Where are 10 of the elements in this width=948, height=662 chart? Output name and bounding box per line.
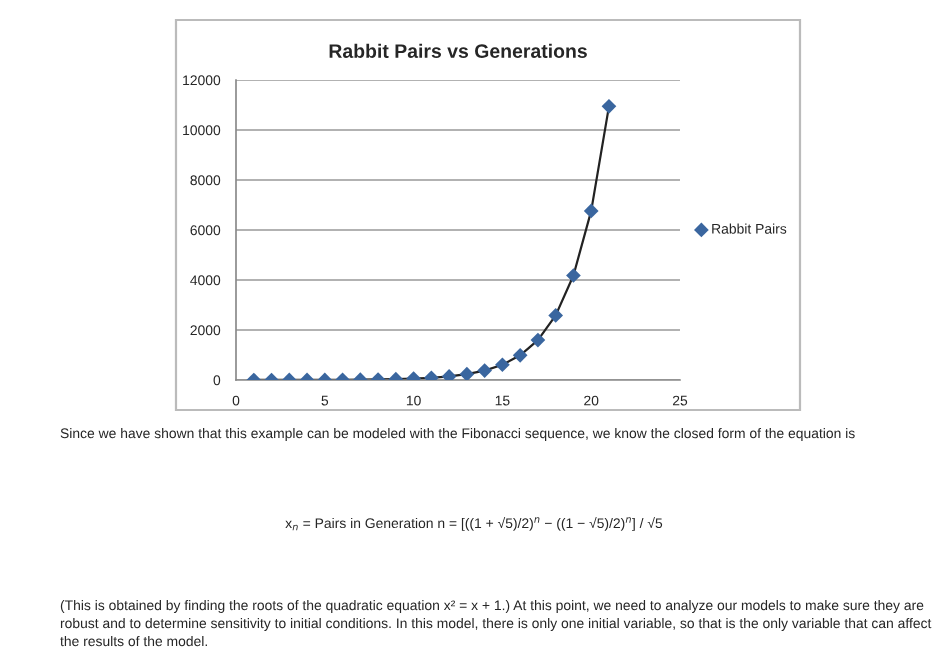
point <box>601 99 617 114</box>
point <box>583 203 599 219</box>
point <box>495 357 510 373</box>
point <box>566 268 581 283</box>
point <box>459 366 475 380</box>
point <box>512 347 528 363</box>
point <box>477 363 492 378</box>
point <box>530 332 546 348</box>
point <box>548 308 564 323</box>
chart-title: Rabbit Pairs vs Generations <box>329 43 587 58</box>
